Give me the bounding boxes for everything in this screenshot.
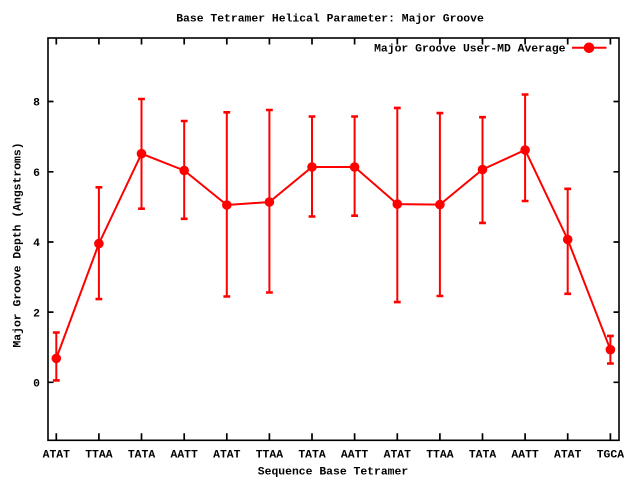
- svg-text:Major Groove User-MD Average: Major Groove User-MD Average: [374, 44, 566, 56]
- svg-text:ATAT: ATAT: [213, 449, 241, 461]
- svg-text:TGCA: TGCA: [597, 449, 625, 461]
- svg-text:ATAT: ATAT: [384, 449, 412, 461]
- svg-text:8: 8: [33, 98, 40, 110]
- svg-text:Sequence Base Tetramer: Sequence Base Tetramer: [258, 467, 409, 479]
- svg-text:4: 4: [33, 238, 40, 250]
- svg-text:0: 0: [33, 379, 40, 391]
- svg-text:AATT: AATT: [171, 449, 199, 461]
- svg-text:Major Groove Depth (Angstroms): Major Groove Depth (Angstroms): [13, 142, 25, 347]
- svg-text:AATT: AATT: [341, 449, 369, 461]
- svg-text:TTAA: TTAA: [256, 449, 284, 461]
- svg-text:ATAT: ATAT: [554, 449, 582, 461]
- svg-text:TTAA: TTAA: [426, 449, 454, 461]
- svg-text:2: 2: [33, 308, 40, 320]
- svg-text:ATAT: ATAT: [43, 449, 71, 461]
- svg-text:TATA: TATA: [469, 449, 497, 461]
- svg-text:6: 6: [33, 168, 40, 180]
- svg-text:AATT: AATT: [511, 449, 539, 461]
- svg-text:TATA: TATA: [128, 449, 156, 461]
- svg-text:TATA: TATA: [298, 449, 326, 461]
- svg-text:Base Tetramer Helical Paramete: Base Tetramer Helical Parameter: Major G…: [176, 14, 484, 26]
- svg-text:TTAA: TTAA: [85, 449, 113, 461]
